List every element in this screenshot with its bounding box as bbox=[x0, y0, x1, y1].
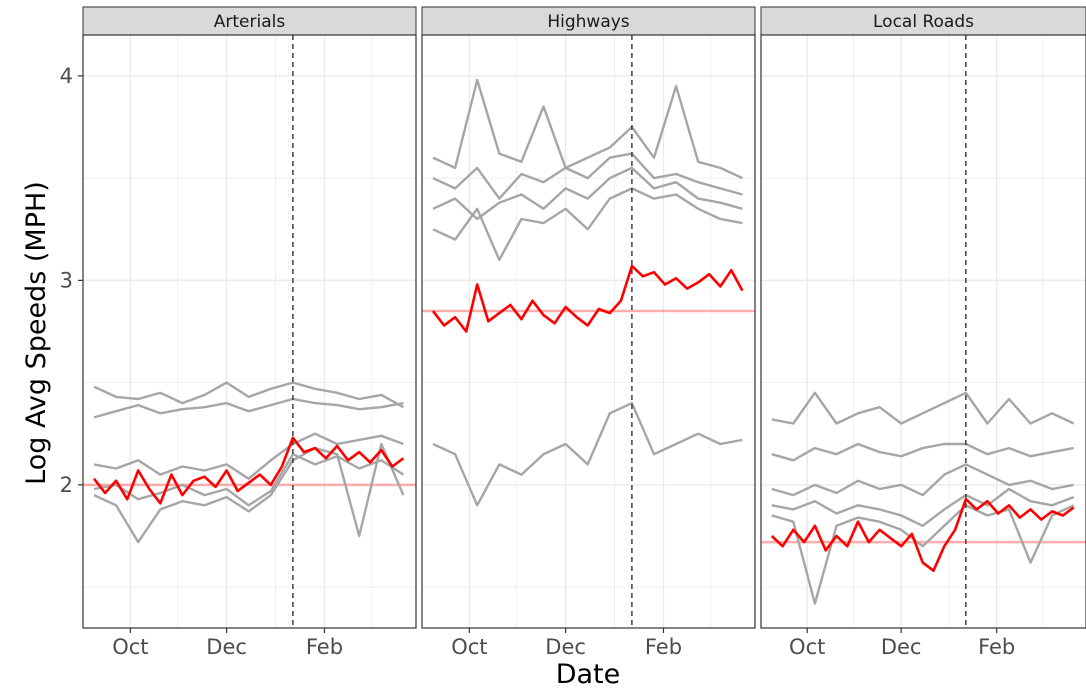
series-line-other bbox=[93, 432, 404, 480]
series-line-other bbox=[771, 504, 1075, 605]
gridlines bbox=[83, 35, 416, 628]
facet-strip-label: Highways bbox=[547, 12, 629, 32]
series-line-other bbox=[93, 453, 405, 507]
series-line-other bbox=[93, 381, 404, 409]
series-line-highlight bbox=[92, 436, 405, 505]
series-line-highlight bbox=[431, 264, 744, 333]
series-line-highlight bbox=[770, 497, 1075, 573]
series-line-other bbox=[432, 187, 743, 262]
panel-local-roads: Local Roads Oct Dec Feb bbox=[760, 6, 1086, 659]
panel-border bbox=[760, 34, 1086, 629]
series-line-other bbox=[771, 442, 1074, 462]
series-line-other bbox=[432, 401, 743, 507]
y-axis-title: Log Avg Speeds (MPH) bbox=[21, 181, 52, 485]
x-tick-label: Dec bbox=[881, 635, 922, 659]
facet-strip bbox=[421, 6, 756, 36]
gridlines bbox=[422, 35, 755, 628]
y-axis: 2 3 4 bbox=[60, 64, 83, 497]
panel-arterials: Arterials Oct Dec Feb bbox=[82, 6, 417, 659]
panel-background bbox=[761, 35, 1086, 628]
panel-border bbox=[421, 34, 756, 629]
x-tick-label: Oct bbox=[451, 635, 487, 659]
x-axis-title: Date bbox=[556, 659, 621, 690]
facet-strip-label: Arterials bbox=[214, 12, 286, 32]
series-line-other bbox=[771, 463, 1074, 497]
y-tick-label: 2 bbox=[60, 473, 73, 497]
series-line-other bbox=[93, 397, 404, 419]
series-line-other bbox=[771, 391, 1075, 425]
panel-background bbox=[83, 35, 416, 628]
facet-strip bbox=[760, 6, 1086, 36]
facet-strip-label: Local Roads bbox=[873, 12, 974, 32]
series-layer bbox=[422, 35, 755, 628]
y-tick-label: 3 bbox=[60, 268, 73, 292]
panel-background bbox=[422, 35, 755, 628]
y-tick-label: 4 bbox=[60, 64, 73, 88]
x-tick-label: Dec bbox=[206, 635, 247, 659]
x-tick-label: Oct bbox=[112, 635, 148, 659]
x-tick-label: Feb bbox=[978, 635, 1015, 659]
panel-border bbox=[82, 34, 417, 629]
x-tick-label: Oct bbox=[789, 635, 825, 659]
series-line-other bbox=[432, 78, 743, 180]
series-line-other bbox=[432, 166, 743, 221]
x-tick-label: Feb bbox=[645, 635, 682, 659]
series-layer bbox=[761, 35, 1086, 628]
series-line-other bbox=[93, 442, 405, 544]
facet-strip bbox=[82, 6, 417, 36]
series-line-other bbox=[432, 152, 743, 200]
panel-highways: Highways Oct Dec Feb bbox=[421, 6, 756, 659]
x-tick-label: Feb bbox=[306, 635, 343, 659]
series-line-other bbox=[771, 487, 1075, 527]
x-tick-label: Dec bbox=[545, 635, 586, 659]
series-layer bbox=[83, 35, 416, 628]
